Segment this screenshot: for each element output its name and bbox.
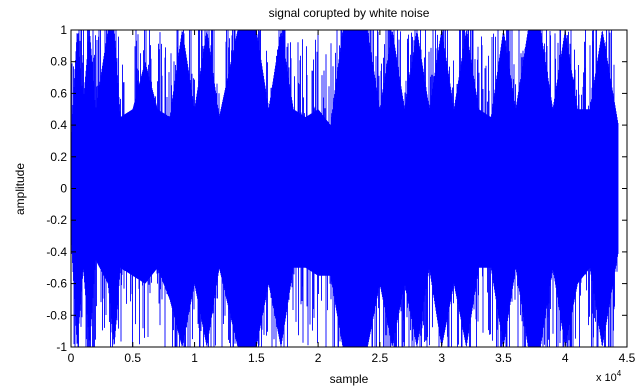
x-axis-exponent-power: 4 xyxy=(617,369,622,378)
y-tick-label: -0.8 xyxy=(46,308,67,322)
y-tick-label: 0.4 xyxy=(50,118,67,132)
x-tick-label: 4 xyxy=(562,351,569,365)
y-tick-label: 1 xyxy=(60,23,67,37)
x-axis-exponent-base: x 10 xyxy=(596,372,617,384)
x-axis-exponent-label: x 104 xyxy=(596,369,622,384)
x-tick-label: 4.5 xyxy=(619,351,636,365)
x-tick-label: 1 xyxy=(191,351,198,365)
y-tick-label: 0.2 xyxy=(50,150,67,164)
chart-title: signal corupted by white noise xyxy=(269,6,430,20)
y-tick-label: 0.8 xyxy=(50,55,67,69)
axis-ticks: 0 0.5 1 1.5 2 2.5 3 3.5 4 4.5 1 0.8 0.6 0.4 0.2 0 -0.2 -0… xyxy=(46,23,635,365)
x-tick-label: 3.5 xyxy=(495,351,512,365)
y-tick-label: -0.6 xyxy=(46,277,67,291)
y-tick-label: 0 xyxy=(60,182,67,196)
x-tick-label: 0.5 xyxy=(124,351,141,365)
x-tick-label: 0 xyxy=(68,351,75,365)
y-tick-label: -0.4 xyxy=(46,245,67,259)
y-tick-label: -0.2 xyxy=(46,213,67,227)
x-tick-label: 2 xyxy=(315,351,322,365)
x-tick-label: 2.5 xyxy=(372,351,389,365)
x-axis-label: sample xyxy=(330,372,369,386)
y-tick-label: -1 xyxy=(56,340,67,354)
y-axis-label: amplitude xyxy=(13,163,27,215)
x-tick-label: 3 xyxy=(438,351,445,365)
x-tick-label: 1.5 xyxy=(248,351,265,365)
y-tick-label: 0.6 xyxy=(50,86,67,100)
